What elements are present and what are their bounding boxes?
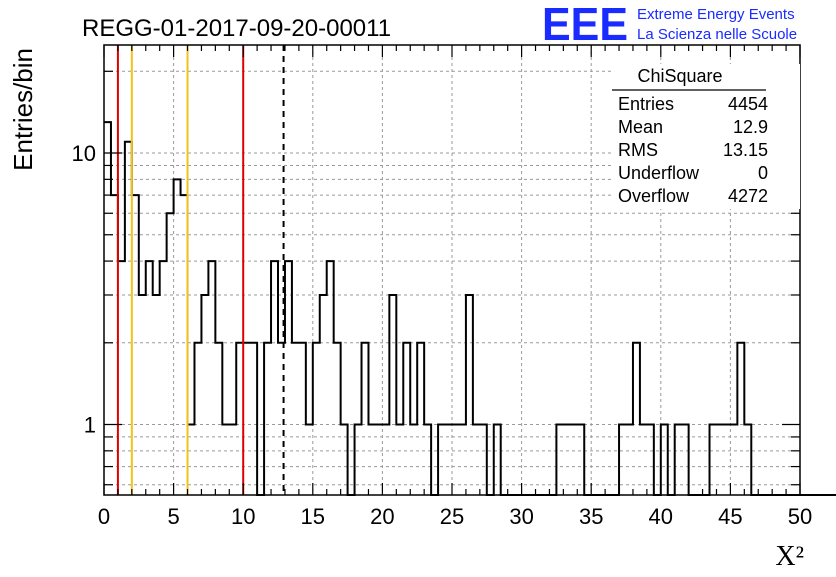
x-tick-label: 40 [649,504,673,529]
stats-label-entries: Entries [618,94,674,114]
x-tick-label: 45 [718,504,742,529]
x-tick-label: 30 [509,504,533,529]
stats-label-underflow: Underflow [618,163,700,183]
x-tick-label: 25 [440,504,464,529]
stats-value-mean: 12.9 [733,117,768,137]
x-tick-label: 20 [370,504,394,529]
logo-line-1: Extreme Energy Events [637,6,795,23]
x-tick-label: 5 [167,504,179,529]
stats-label-mean: Mean [618,117,663,137]
stats-value-overflow: 4272 [728,186,768,206]
eee-logo: EEE [542,0,628,50]
axes: 0 5 10 15 20 25 30 35 40 45 50 1 10 [72,45,812,529]
y-tick-label: 10 [72,141,96,166]
x-tick-label: 10 [231,504,255,529]
x-tick-label: 35 [579,504,603,529]
stats-value-rms: 13.15 [723,140,768,160]
stats-value-underflow: 0 [758,163,768,183]
x-tick-label: 15 [301,504,325,529]
stats-box: ChiSquare Entries 4454 Mean 12.9 RMS 13.… [612,64,800,209]
x-tick-label: 50 [788,504,812,529]
x-tick-label: 0 [98,504,110,529]
stats-label-overflow: Overflow [618,186,690,206]
y-tick-label: 1 [84,413,96,438]
logo-line-2: La Scienza nelle Scuole [637,26,797,43]
y-axis-label: Entries/bin [8,48,38,171]
chart-title: REGG-01-2017-09-20-00011 [82,15,391,42]
stats-label-rms: RMS [618,140,658,160]
stats-value-entries: 4454 [728,94,768,114]
stats-title: ChiSquare [637,66,722,86]
x-axis-label: X² [775,541,804,572]
reference-lines [116,45,285,495]
